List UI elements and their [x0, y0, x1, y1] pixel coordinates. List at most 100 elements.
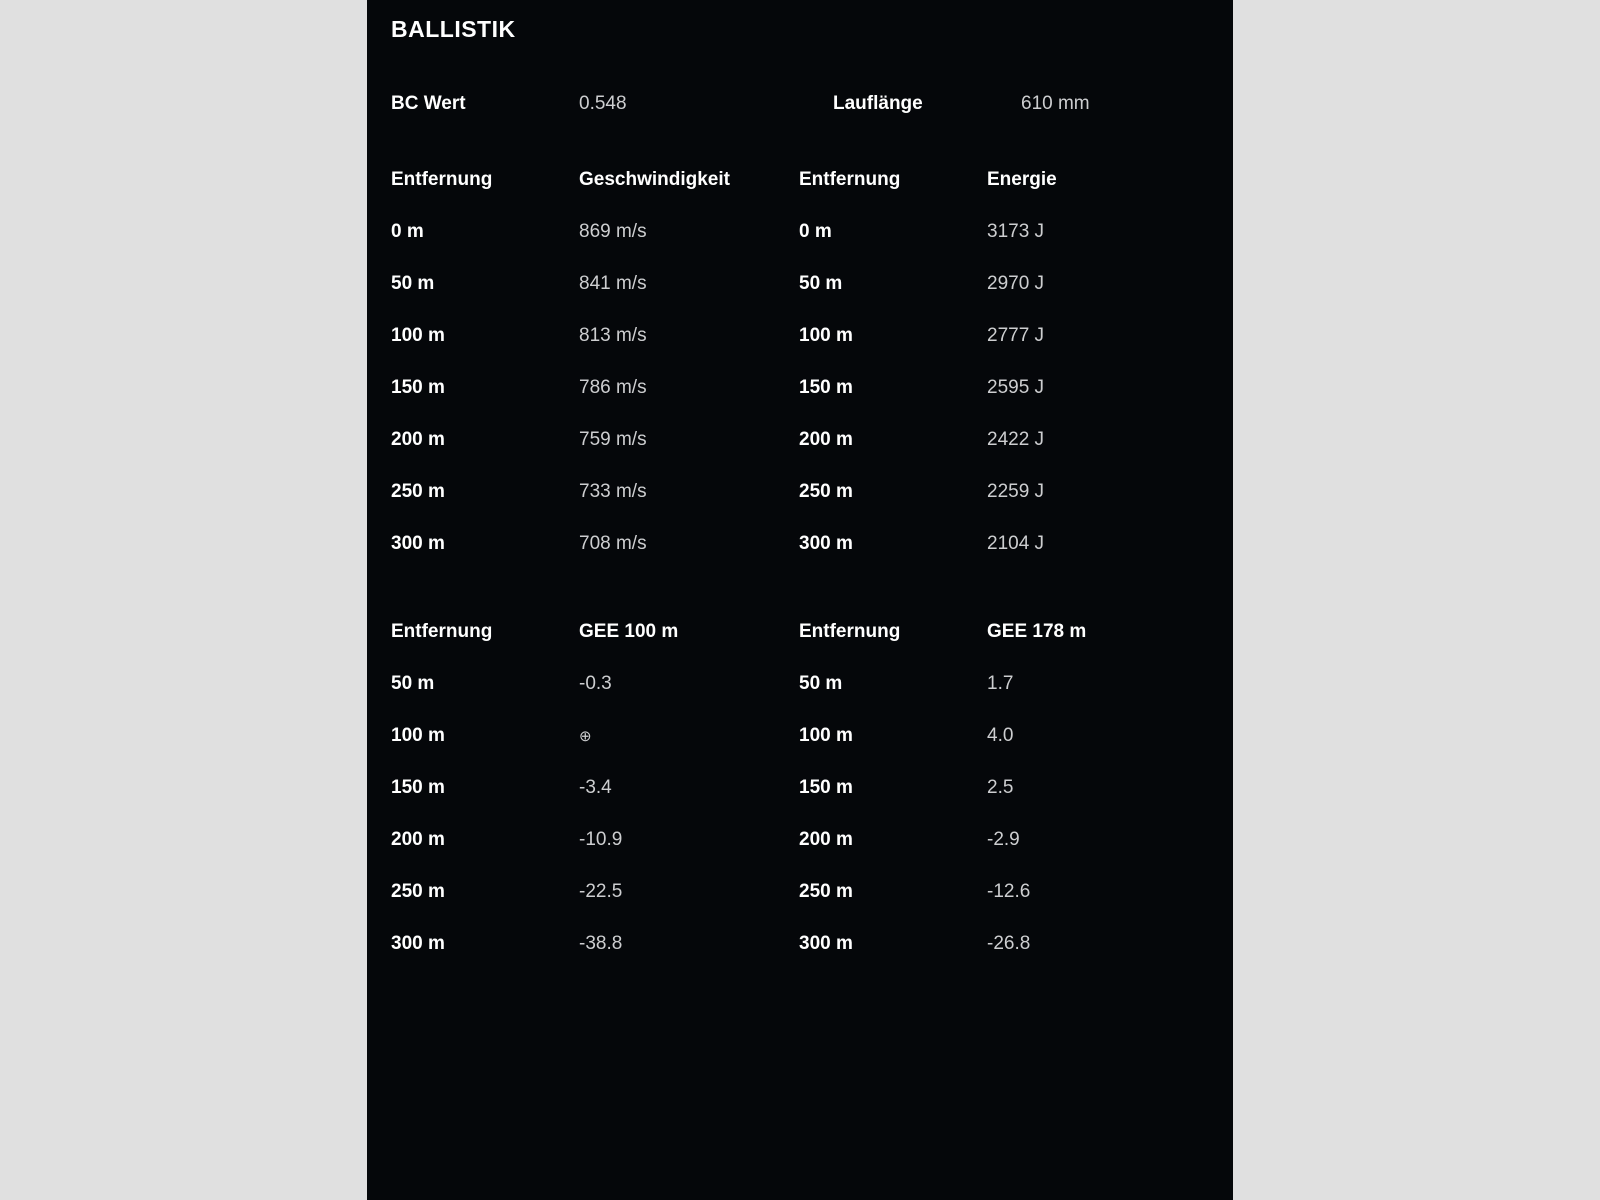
cell-distance: 300 m — [799, 933, 987, 955]
cell-value: -3.4 — [579, 777, 799, 799]
cell-distance: 50 m — [799, 273, 987, 295]
table-row: 0 m869 m/s — [391, 221, 799, 243]
cell-value: 2970 J — [987, 273, 1207, 295]
table-row: 150 m-3.4 — [391, 777, 799, 799]
cell-value: 813 m/s — [579, 325, 799, 347]
cell-distance: 250 m — [391, 881, 579, 903]
table-header: Entfernung Energie — [799, 169, 1207, 191]
cell-value: 4.0 — [987, 725, 1207, 747]
table-header: Entfernung GEE 178 m — [799, 621, 1207, 643]
cell-distance: 0 m — [799, 221, 987, 243]
col-energy: Energie — [987, 169, 1207, 191]
cell-value: 2777 J — [987, 325, 1207, 347]
col-distance: Entfernung — [799, 621, 987, 643]
cell-distance: 200 m — [799, 829, 987, 851]
barrel-value: 610 mm — [1021, 93, 1275, 115]
table-row: 300 m2104 J — [799, 533, 1207, 555]
cell-distance: 200 m — [391, 829, 579, 851]
cell-distance: 250 m — [799, 881, 987, 903]
cell-distance: 100 m — [391, 725, 579, 747]
table-header: Entfernung GEE 100 m — [391, 621, 799, 643]
cell-value: 759 m/s — [579, 429, 799, 451]
col-gee178: GEE 178 m — [987, 621, 1207, 643]
cell-distance: 200 m — [391, 429, 579, 451]
cell-value: 841 m/s — [579, 273, 799, 295]
table-row: 50 m2970 J — [799, 273, 1207, 295]
table-row: 200 m759 m/s — [391, 429, 799, 451]
crosshair-icon: ⊕ — [579, 727, 592, 745]
summary-row: BC Wert 0.548 Lauflänge 610 mm — [391, 93, 1209, 115]
cell-value: 2259 J — [987, 481, 1207, 503]
ballistics-panel: BALLISTIK BC Wert 0.548 Lauflänge 610 mm… — [367, 0, 1233, 1200]
table-row: 100 m813 m/s — [391, 325, 799, 347]
table-row: 150 m2595 J — [799, 377, 1207, 399]
cell-value: 733 m/s — [579, 481, 799, 503]
table-row: 100 m2777 J — [799, 325, 1207, 347]
cell-distance: 200 m — [799, 429, 987, 451]
cell-distance: 100 m — [799, 725, 987, 747]
gee178-table: Entfernung GEE 178 m 50 m1.7 100 m4.0 15… — [799, 621, 1207, 985]
cell-value: 2595 J — [987, 377, 1207, 399]
cell-distance: 250 m — [799, 481, 987, 503]
table-row: 200 m-10.9 — [391, 829, 799, 851]
table-header: Entfernung Geschwindigkeit — [391, 169, 799, 191]
table-row: 0 m3173 J — [799, 221, 1207, 243]
table-row: 200 m2422 J — [799, 429, 1207, 451]
velocity-table: Entfernung Geschwindigkeit 0 m869 m/s 50… — [391, 169, 799, 585]
cell-value: 708 m/s — [579, 533, 799, 555]
cell-value: -10.9 — [579, 829, 799, 851]
cell-distance: 150 m — [799, 777, 987, 799]
cell-value: ⊕ — [579, 725, 799, 747]
table-row: 100 m⊕ — [391, 725, 799, 747]
table-row: 250 m-22.5 — [391, 881, 799, 903]
cell-value: 786 m/s — [579, 377, 799, 399]
col-distance: Entfernung — [799, 169, 987, 191]
cell-value: 869 m/s — [579, 221, 799, 243]
cell-value: 2104 J — [987, 533, 1207, 555]
table-row: 200 m-2.9 — [799, 829, 1207, 851]
cell-distance: 100 m — [799, 325, 987, 347]
cell-value: -26.8 — [987, 933, 1207, 955]
barrel-label: Lauflänge — [833, 93, 1021, 115]
cell-value: -0.3 — [579, 673, 799, 695]
cell-value: 3173 J — [987, 221, 1207, 243]
cell-value: -12.6 — [987, 881, 1207, 903]
cell-value: 2422 J — [987, 429, 1207, 451]
table-row: 50 m-0.3 — [391, 673, 799, 695]
table-row: 100 m4.0 — [799, 725, 1207, 747]
cell-value: 2.5 — [987, 777, 1207, 799]
table-row: 250 m733 m/s — [391, 481, 799, 503]
cell-distance: 50 m — [391, 673, 579, 695]
table-row: 300 m-38.8 — [391, 933, 799, 955]
cell-value: -22.5 — [579, 881, 799, 903]
bc-cell: BC Wert 0.548 — [391, 93, 833, 115]
barrel-cell: Lauflänge 610 mm — [833, 93, 1275, 115]
cell-distance: 300 m — [799, 533, 987, 555]
col-velocity: Geschwindigkeit — [579, 169, 799, 191]
cell-distance: 150 m — [391, 777, 579, 799]
col-gee100: GEE 100 m — [579, 621, 799, 643]
cell-distance: 50 m — [391, 273, 579, 295]
cell-distance: 250 m — [391, 481, 579, 503]
cell-distance: 150 m — [799, 377, 987, 399]
cell-value: 1.7 — [987, 673, 1207, 695]
table-row: 50 m1.7 — [799, 673, 1207, 695]
cell-value: -2.9 — [987, 829, 1207, 851]
table-row: 150 m786 m/s — [391, 377, 799, 399]
table-row: 150 m2.5 — [799, 777, 1207, 799]
cell-distance: 0 m — [391, 221, 579, 243]
table-row: 50 m841 m/s — [391, 273, 799, 295]
col-distance: Entfernung — [391, 169, 579, 191]
bc-label: BC Wert — [391, 93, 579, 115]
col-distance: Entfernung — [391, 621, 579, 643]
cell-distance: 150 m — [391, 377, 579, 399]
energy-table: Entfernung Energie 0 m3173 J 50 m2970 J … — [799, 169, 1207, 585]
gee100-table: Entfernung GEE 100 m 50 m-0.3 100 m⊕ 150… — [391, 621, 799, 985]
table-row: 250 m-12.6 — [799, 881, 1207, 903]
cell-distance: 50 m — [799, 673, 987, 695]
cell-value: -38.8 — [579, 933, 799, 955]
table-row: 250 m2259 J — [799, 481, 1207, 503]
cell-distance: 100 m — [391, 325, 579, 347]
section-title: BALLISTIK — [391, 16, 1209, 43]
tables-container: Entfernung Geschwindigkeit 0 m869 m/s 50… — [391, 169, 1209, 1021]
